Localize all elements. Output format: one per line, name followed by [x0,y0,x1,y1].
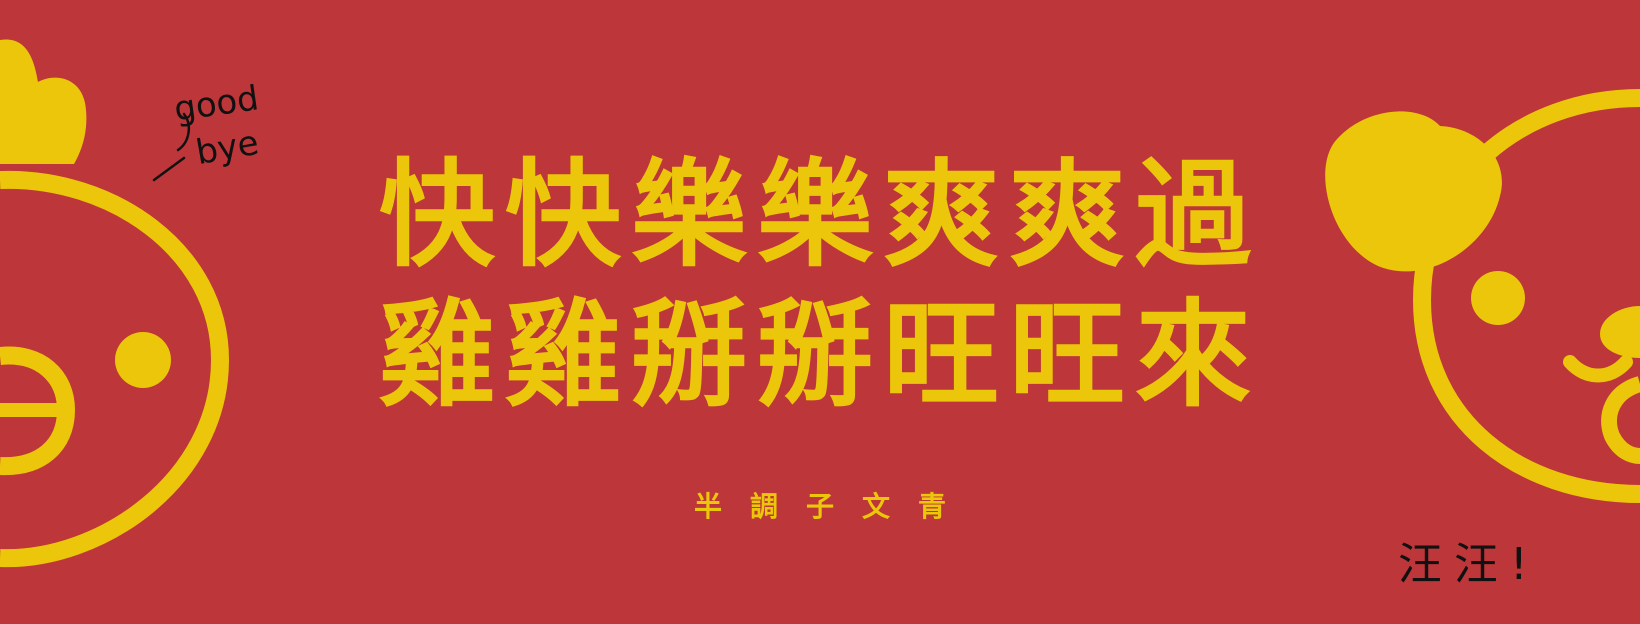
headline-line-2: 雞雞掰掰旺旺來 [379,288,1261,423]
chicken-beak [0,346,76,476]
chicken-head-outline [0,170,230,568]
dog-mouth [1563,355,1633,383]
note-woof: 汪汪! [1398,539,1540,590]
chicken-eye [115,332,171,388]
dog-chin [1601,376,1640,464]
brand-name: 半調子文青 [693,490,974,523]
dog-nose [1600,306,1640,358]
note-pointer-stroke [176,112,191,152]
chicken-comb [0,39,87,164]
dog-eye [1471,271,1525,325]
chicken-icon [0,39,230,568]
dog-head-outline [1412,89,1640,503]
headline-line-1: 快快樂樂爽爽過 [379,148,1261,283]
note-dash-stroke [152,156,186,182]
dog-ear [1325,111,1502,272]
dog-icon [1325,89,1640,503]
